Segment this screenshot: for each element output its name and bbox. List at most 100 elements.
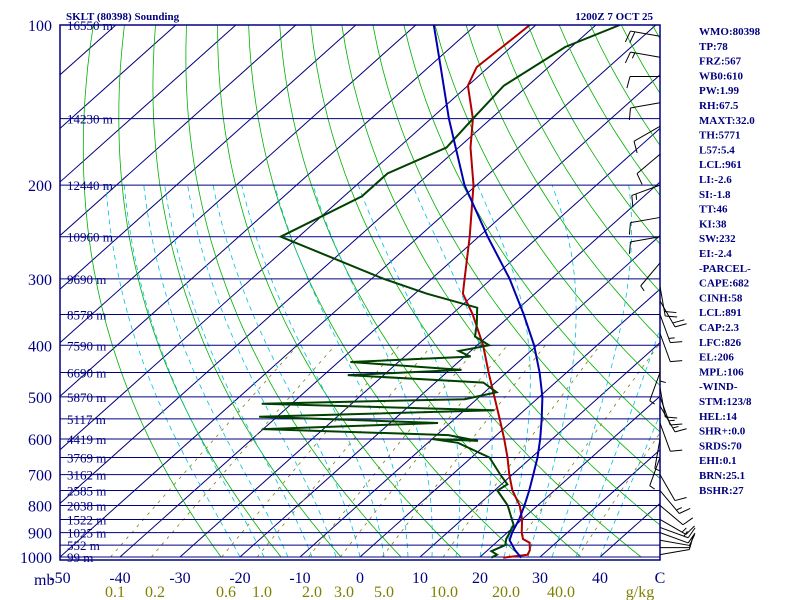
index-item: SW:232 [699,233,736,245]
wind-barb [659,314,683,344]
plot-frame [59,24,661,561]
wind-barb [624,30,661,43]
pressure-tick-labels: 100 200 300 400 500 600 700 800 900 1000 [20,18,52,567]
sounding-series [259,25,621,559]
wind-barb [636,153,661,185]
wind-barb [633,125,661,153]
pressure-tick-label: 200 [28,178,52,195]
pressure-tick-label: 1000 [20,550,52,567]
wind-barb [626,76,660,89]
temperature-tick-label: -10 [289,570,310,587]
isotherm-lines [60,25,660,558]
index-item: BSHR:27 [699,485,744,497]
wind-barb [659,405,687,433]
wind-barb [659,505,694,526]
wind-barb [659,351,666,384]
index-item: EI:-2.4 [699,248,732,260]
index-item: HEL:14 [699,411,737,423]
height-label: 1025 m [67,526,106,541]
height-label: 6690 m [67,366,106,381]
wind-barb [628,102,661,120]
moist-adiabat-line [143,185,289,558]
wind-barb [640,262,661,292]
mixing-ratio-tick-label: 1.0 [252,584,272,600]
isotherm-line [479,395,660,558]
height-label: 1522 m [67,512,106,527]
temperature-tick-label: 0 [356,570,364,587]
wind-barb [660,535,694,549]
moist-adiabat-line [164,185,313,558]
wind-barb [659,333,683,363]
mixing-ratio-tick-label: 2.0 [302,584,322,600]
index-item: EL:206 [699,352,734,364]
pressure-tick-label: 400 [28,338,52,355]
temperature-tick-label: 10 [412,570,428,587]
pressure-tick-label: 300 [28,272,52,289]
index-item: RH:67.5 [699,100,739,112]
index-item: SI:-1.8 [699,189,731,201]
wind-barb [649,372,661,405]
index-item: TT:46 [699,204,728,216]
temperature-tick-label: -40 [109,570,130,587]
index-item: WB0:610 [699,70,744,82]
wind-barb [659,474,687,502]
mixing-ratio-tick-label: 3.0 [334,584,354,600]
index-item: LFC:826 [699,337,742,349]
index-item: LCL:961 [699,159,742,171]
moist-adiabat-line [123,185,265,558]
height-labels: 16550 m 14230 m 12440 m 10960 m 9690 m 8578 m… [67,18,113,565]
wind-barb [659,300,687,328]
isotherm-line [60,25,237,183]
pressure-tick-label: 100 [28,18,52,35]
index-item: CAPE:682 [699,278,750,290]
moist-adiabat-line [105,185,241,558]
height-label: 3162 m [67,468,106,483]
pressure-tick-label: 600 [28,432,52,449]
index-item: -WIND- [699,381,738,393]
wind-barb [649,457,661,490]
index-item: LI:-2.6 [699,174,732,186]
isotherm-line [60,25,177,130]
height-label: 5870 m [67,390,106,405]
temperature-tick-label: -20 [229,570,250,587]
temperature-tick-label: 40 [592,570,608,587]
height-label: 9690 m [67,272,106,287]
index-item: -PARCEL- [699,263,751,275]
wind-barb [659,532,696,544]
mixing-ratio-tick-label: 0.1 [105,584,125,600]
index-item: L57:5.4 [699,144,735,156]
temperature-line [461,25,531,559]
chart-time: 1200Z 7 OCT 25 [575,11,653,23]
mixing-ratio-tick-label: 10.0 [430,584,458,600]
wind-barb [659,543,691,556]
height-label: 2585 m [67,484,106,499]
isotherm-line [239,181,660,558]
isotherm-line [299,234,660,558]
wind-barb [659,490,691,514]
index-item: CAP:2.3 [699,322,740,334]
mixing-ratio-tick-labels: 0.1 0.2 0.6 1.0 2.0 3.0 5.0 10.0 20.0 40.0 g/kg [105,584,654,600]
dewpoint-line [259,25,621,559]
index-item: FRZ:567 [699,56,742,68]
index-item: LCL:891 [699,307,742,319]
height-label: 552 m [67,538,100,553]
mixing-ratio-tick-label: 20.0 [492,584,520,600]
isotherm-line [419,342,660,558]
height-label: 99 m [67,550,93,565]
pressure-tick-label: 900 [28,526,52,543]
height-label: 8578 m [67,307,106,322]
index-item: MAXT:32.0 [699,115,755,127]
height-label: 5117 m [67,412,106,427]
index-item: SRDS:70 [699,440,742,452]
wind-barb [631,184,661,208]
pressure-unit-label: mb [34,572,54,589]
wind-barb [628,216,661,235]
index-item: SHR+:0.0 [699,426,746,438]
pressure-tick-label: 700 [28,468,52,485]
mixing-ratio-tick-label: 0.6 [216,584,236,600]
temperature-tick-labels: -50 -40 -30 -20 -10 0 10 20 30 40 C [49,570,665,587]
wind-barbs [624,30,696,556]
height-label: 14230 m [67,112,113,127]
